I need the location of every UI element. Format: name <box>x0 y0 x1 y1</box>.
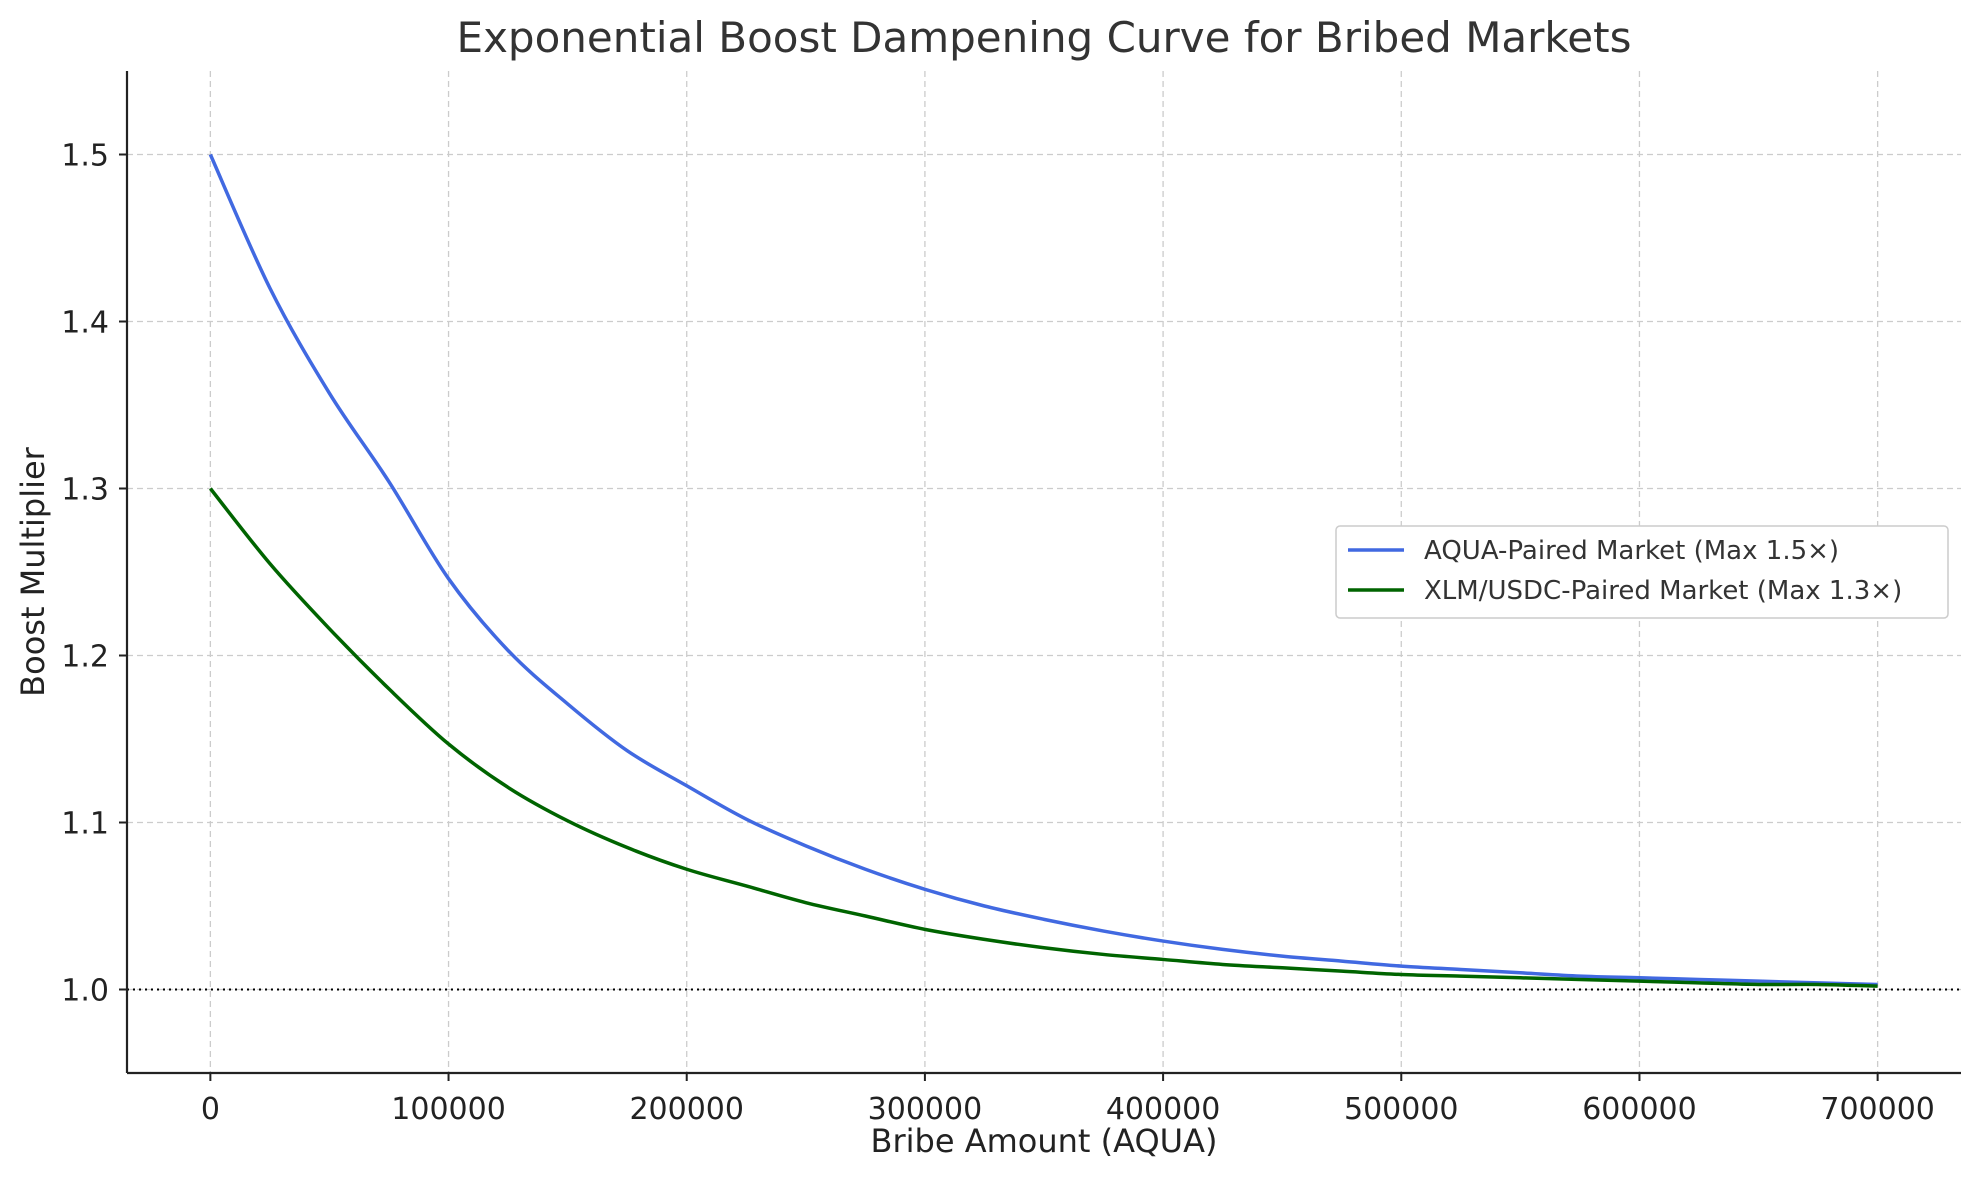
x-tick-label: 400000 <box>1106 1092 1221 1127</box>
x-tick-label: 500000 <box>1344 1092 1459 1127</box>
x-tick-label: 100000 <box>391 1092 506 1127</box>
x-tick-label: 200000 <box>629 1092 744 1127</box>
series-line-aqua-paired <box>208 153 1878 987</box>
legend: AQUA-Paired Market (Max 1.5×) XLM/USDC-P… <box>1335 525 1949 619</box>
series-layer <box>208 153 1878 988</box>
y-axis-ticks: 1.0 1.1 1.2 1.3 1.4 1.5 <box>61 139 127 1009</box>
y-tick-label: 1.0 <box>61 974 109 1009</box>
y-axis-label: Boost Multiplier <box>14 446 52 697</box>
x-tick-label: 300000 <box>868 1092 983 1127</box>
y-tick-label: 1.4 <box>61 306 109 341</box>
x-tick-label: 0 <box>201 1092 220 1127</box>
chart-title: Exponential Boost Dampening Curve for Br… <box>457 13 1632 62</box>
grid <box>127 71 1961 1073</box>
axes <box>125 71 1961 1075</box>
series-line-xlm-usdc-paired <box>208 487 1878 988</box>
y-tick-label: 1.2 <box>61 640 109 675</box>
y-tick-label: 1.3 <box>61 473 109 508</box>
x-axis-label: Bribe Amount (AQUA) <box>871 1122 1218 1160</box>
y-tick-label: 1.5 <box>61 139 109 174</box>
x-axis-ticks: 0 100000 200000 300000 400000 500000 600000 700… <box>201 1073 1935 1127</box>
legend-label-aqua-paired: AQUA-Paired Market (Max 1.5×) <box>1424 536 1839 566</box>
legend-label-xlm-usdc-paired: XLM/USDC-Paired Market (Max 1.3×) <box>1424 576 1902 606</box>
legend-box <box>1335 525 1949 619</box>
x-tick-label: 600000 <box>1582 1092 1697 1127</box>
x-tick-label: 700000 <box>1820 1092 1935 1127</box>
y-tick-label: 1.1 <box>61 807 109 842</box>
